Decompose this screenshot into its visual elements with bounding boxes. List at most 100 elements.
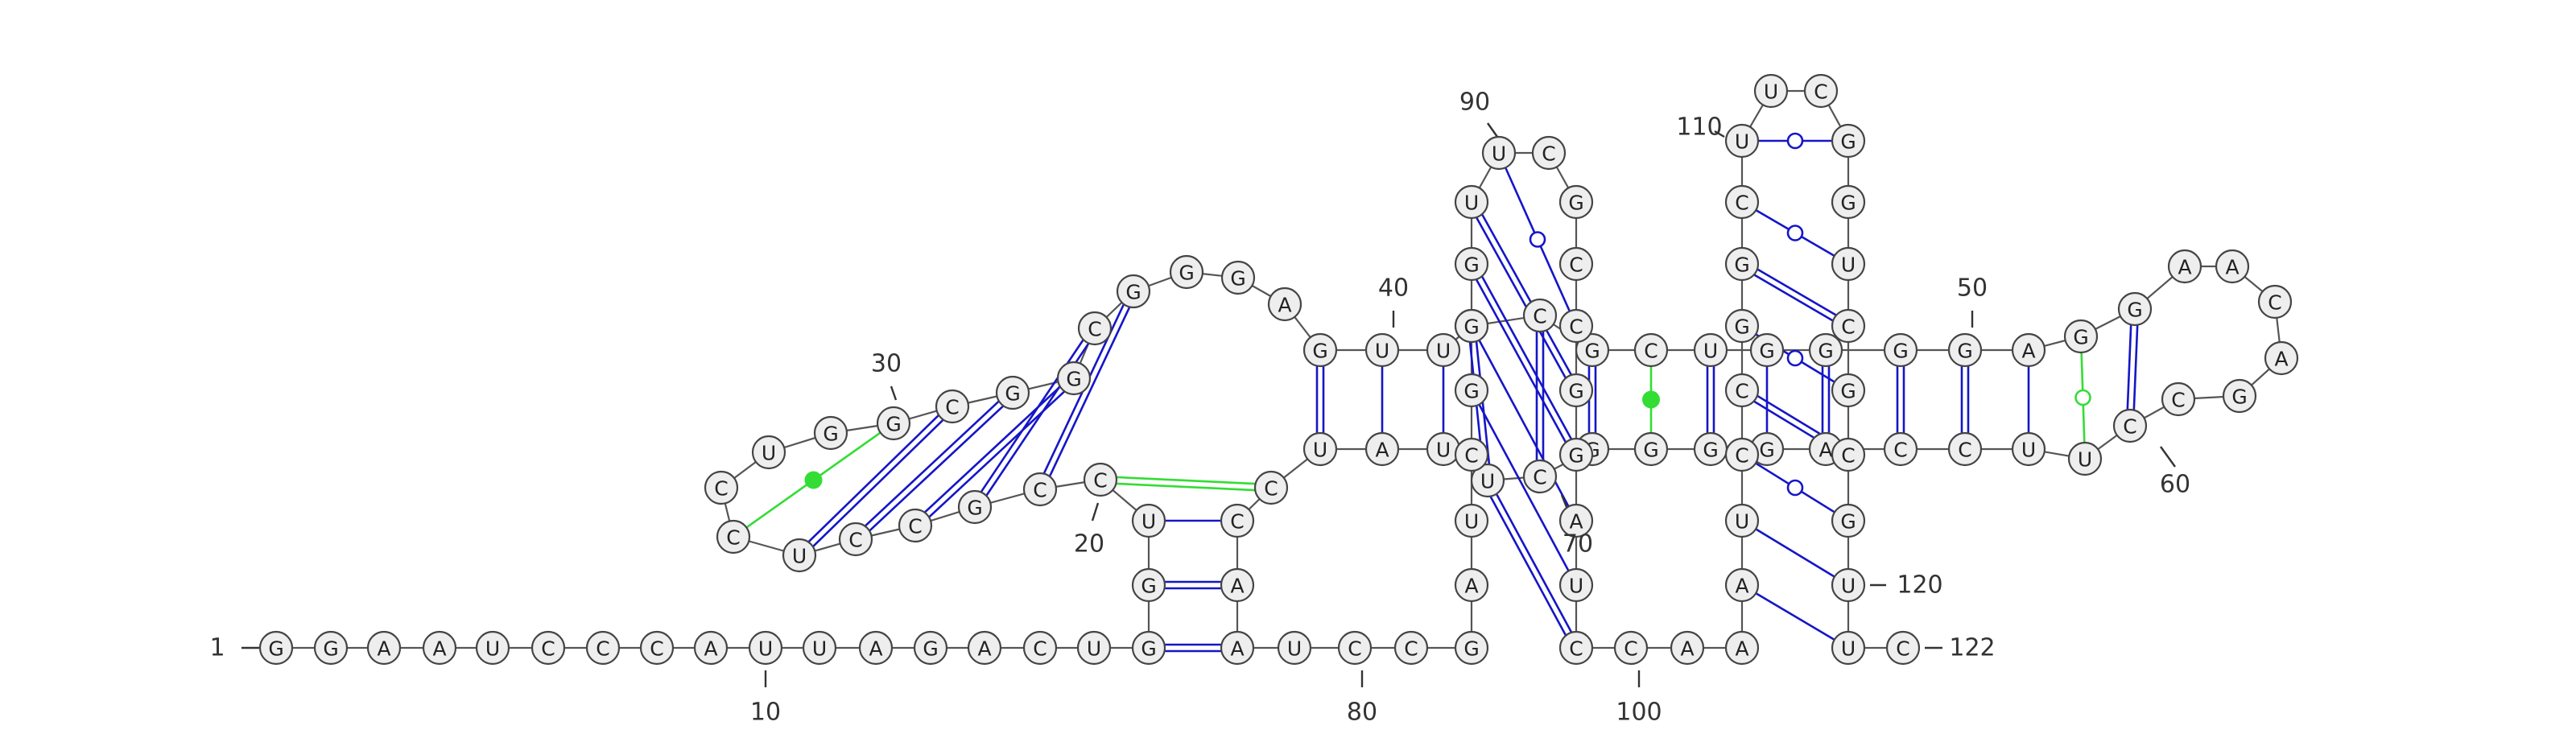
nucleotide-circle <box>1808 332 1843 368</box>
nucleotide-letter: U <box>758 637 773 661</box>
nucleotide-letter: G <box>1759 439 1774 462</box>
nucleotide-62: U <box>2011 431 2046 467</box>
nucleotide-letter: G <box>1463 254 1479 277</box>
nucleotide-circle <box>1076 630 1112 666</box>
nucleotide-letter: C <box>1033 479 1046 502</box>
nucleotide-circle <box>1831 123 1866 159</box>
nucleotide-9: A <box>693 630 729 666</box>
base-pair-104-120 <box>1755 528 1835 578</box>
nucleotide-letter: C <box>1088 318 1101 341</box>
nucleotide-3: A <box>366 630 402 666</box>
nucleotide-68: G <box>1633 431 1669 467</box>
nucleotide-circle <box>1131 503 1166 538</box>
numbering-label-30: 30 <box>871 350 902 378</box>
nucleotide-111: U <box>1753 73 1789 109</box>
nucleotide-48: G <box>1808 332 1843 368</box>
nucleotide-47: G <box>1749 332 1785 368</box>
nucleotide-110: U <box>1724 123 1760 159</box>
nucleotide-letter: C <box>596 637 609 661</box>
nucleotide-circle <box>1575 332 1610 368</box>
nucleotide-circle <box>313 630 349 666</box>
nucleotide-letter: G <box>1584 340 1600 363</box>
nucleotide-circle <box>1267 287 1302 322</box>
nucleotide-letter: G <box>1703 439 1718 462</box>
nucleotide-circle <box>2117 291 2153 327</box>
nucleotide-circle <box>2011 332 2046 368</box>
nucleotide-letter: U <box>1841 637 1856 661</box>
nucleotide-circle <box>1831 308 1866 344</box>
nucleotide-116: C <box>1831 308 1866 344</box>
nucleotide-circle <box>693 630 729 666</box>
nucleotide-circle <box>2063 319 2099 354</box>
nucleotide-79: U <box>1277 630 1312 666</box>
nucleotide-circle <box>1558 246 1594 282</box>
nucleotide-circle <box>1670 630 1705 666</box>
nucleotide-circle <box>475 630 510 666</box>
base-pair-45-68 <box>1642 366 1660 433</box>
nucleotide-51: A <box>2011 332 2046 368</box>
nucleotide-letter: U <box>1464 510 1479 534</box>
nucleotide-99: C <box>1558 630 1594 666</box>
nucleotide-letter: G <box>823 423 838 446</box>
nucleotide-circle <box>1169 254 1204 290</box>
nucleotide-circle <box>1302 431 1338 467</box>
nucleotide-letter: U <box>1464 192 1479 215</box>
nucleotide-letter: A <box>377 637 390 661</box>
pair-line <box>865 400 1000 527</box>
nucleotide-circle <box>1253 470 1289 505</box>
numbering-label-1: 1 <box>209 634 225 662</box>
nucleotide-37: G <box>1220 260 1256 295</box>
nucleotide-circle <box>1116 274 1151 309</box>
nucleotide-89: U <box>1454 184 1489 220</box>
nucleotide-letter: G <box>1893 340 1908 363</box>
nucleotide-circle <box>2112 408 2148 443</box>
nucleotide-119: G <box>1831 503 1866 538</box>
base-pair-25-31 <box>807 414 944 547</box>
nucleotide-44: G <box>1575 332 1610 368</box>
nucleotide-letter: U <box>762 442 776 465</box>
nucleotide-letter: C <box>1958 439 1971 462</box>
nucleotide-7: C <box>585 630 621 666</box>
nucleotide-letter: C <box>1896 637 1909 661</box>
nucleotide-letter: C <box>1404 637 1418 661</box>
nucleotide-circle <box>2257 284 2293 320</box>
nucleotide-letter: G <box>1179 262 1194 285</box>
nucleotide-86: G <box>1454 373 1489 408</box>
nucleotide-circle <box>1558 630 1594 666</box>
numbering-label-50: 50 <box>1957 274 1988 303</box>
nucleotide-108: G <box>1724 246 1760 282</box>
nucleotide-circle <box>782 538 817 573</box>
nucleotide-25: U <box>782 538 817 573</box>
numbering-label-80: 80 <box>1347 699 1377 727</box>
nucleotide-letter: G <box>1734 254 1749 277</box>
pair-line <box>928 390 1065 518</box>
nucleotide-letter: G <box>1759 340 1774 363</box>
nucleotide-circle <box>258 630 294 666</box>
nucleotide-circle <box>913 630 948 666</box>
nucleotide-circle <box>1364 332 1400 368</box>
nucleotide-36: G <box>1169 254 1204 290</box>
pair-marker-open-circle <box>1786 349 1804 367</box>
nucleotide-letter: C <box>1093 469 1107 493</box>
nucleotide-circle <box>1454 373 1489 408</box>
pair-line <box>924 385 1061 513</box>
nucleotide-64: C <box>1883 431 1918 467</box>
nucleotide-letter: C <box>1735 192 1748 215</box>
nucleotide-114: G <box>1831 184 1866 220</box>
numbering-label-70: 70 <box>1563 530 1593 559</box>
nucleotide-43: C <box>1522 298 1558 333</box>
base-pair-43-70 <box>1535 332 1545 460</box>
nucleotide-circle <box>802 630 837 666</box>
nucleotide-circle <box>1393 630 1429 666</box>
base-pair-53-60 <box>2126 324 2139 410</box>
numbering-label-60: 60 <box>2160 471 2190 499</box>
pair-line <box>1116 482 1255 492</box>
nucleotide-31: C <box>935 389 970 424</box>
nucleotide-4: A <box>422 630 457 666</box>
base-pair-17-78 <box>1165 643 1221 653</box>
numbering-tick-110 <box>1714 130 1725 138</box>
nucleotide-8: C <box>639 630 675 666</box>
nucleotide-letter: U <box>1436 439 1451 462</box>
